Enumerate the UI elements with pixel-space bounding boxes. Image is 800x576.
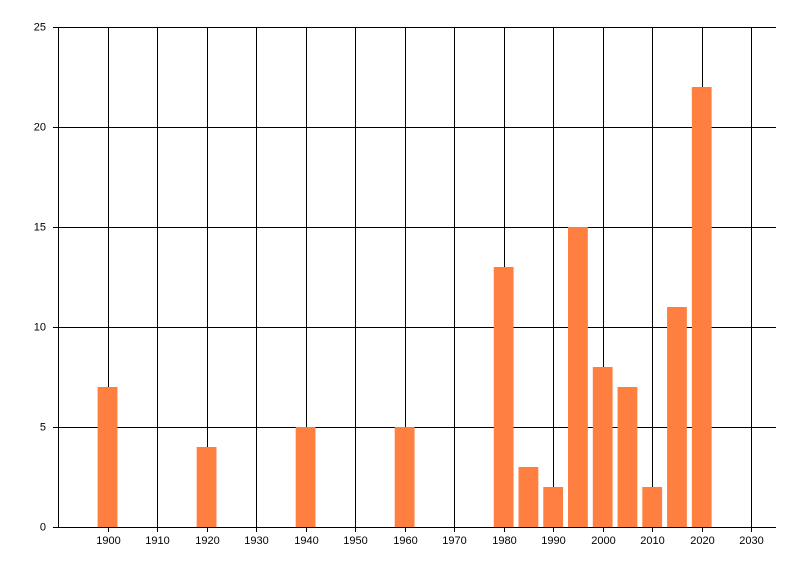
- bar: [518, 467, 539, 527]
- x-tick-label: 1940: [294, 535, 318, 547]
- bar: [667, 307, 687, 527]
- bar: [493, 267, 514, 527]
- x-tick-label: 2030: [739, 535, 763, 547]
- x-tick-label: 2010: [640, 535, 664, 547]
- x-tick-label: 1990: [541, 535, 565, 547]
- x-tick-label: 1950: [343, 535, 367, 547]
- x-tick-label: 1970: [442, 535, 466, 547]
- y-tick-label: 15: [34, 221, 46, 233]
- y-tick-label: 0: [40, 521, 46, 533]
- y-tick-label: 20: [34, 121, 46, 133]
- x-tick-label: 1980: [492, 535, 516, 547]
- bar: [543, 487, 564, 527]
- bar: [691, 87, 712, 527]
- bar: [568, 227, 588, 527]
- x-tick-label: 1900: [96, 535, 120, 547]
- x-tick-label: 1920: [195, 535, 219, 547]
- bar: [295, 427, 316, 527]
- bar: [592, 367, 613, 527]
- bar: [617, 387, 638, 527]
- x-tick-label: 1930: [244, 535, 268, 547]
- x-tick-label: 1960: [393, 535, 417, 547]
- x-tick-label: 2000: [591, 535, 615, 547]
- y-tick-label: 25: [34, 21, 46, 33]
- bar: [642, 487, 663, 527]
- x-tick-label: 2020: [690, 535, 714, 547]
- bar: [196, 447, 217, 527]
- y-tick-label: 10: [34, 321, 46, 333]
- y-tick-label: 5: [40, 421, 46, 433]
- bar: [97, 387, 118, 527]
- bar: [394, 427, 415, 527]
- x-tick-label: 1910: [145, 535, 169, 547]
